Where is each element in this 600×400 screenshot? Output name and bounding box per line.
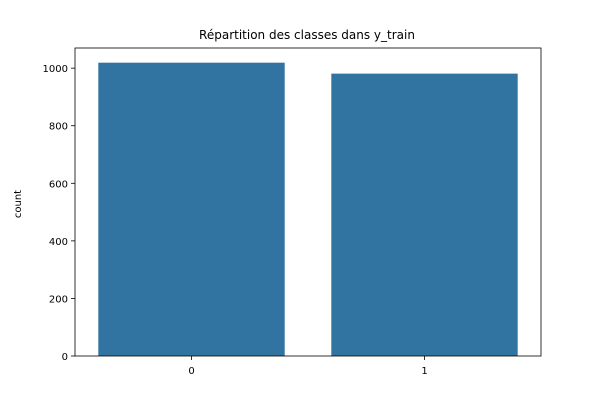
- y-tick-label: 800: [49, 122, 68, 133]
- x-tick-label: 0: [188, 366, 194, 377]
- bar-1: [331, 73, 518, 357]
- y-tick-label: 600: [49, 179, 68, 190]
- y-tick-label: 200: [49, 294, 68, 305]
- plot-frame: [74, 47, 542, 357]
- x-tick-label: 1: [421, 366, 427, 377]
- y-tick-label: 0: [62, 352, 68, 363]
- y-tick-label: 400: [49, 237, 68, 248]
- y-axis-label: count: [13, 190, 24, 218]
- bar-0: [98, 62, 285, 357]
- y-ticks-group: 0 200 400 600 800 1000: [43, 64, 75, 363]
- chart-title: Répartition des classes dans y_train: [199, 28, 415, 42]
- bars-group: [98, 62, 518, 357]
- y-tick-label: 1000: [43, 64, 68, 75]
